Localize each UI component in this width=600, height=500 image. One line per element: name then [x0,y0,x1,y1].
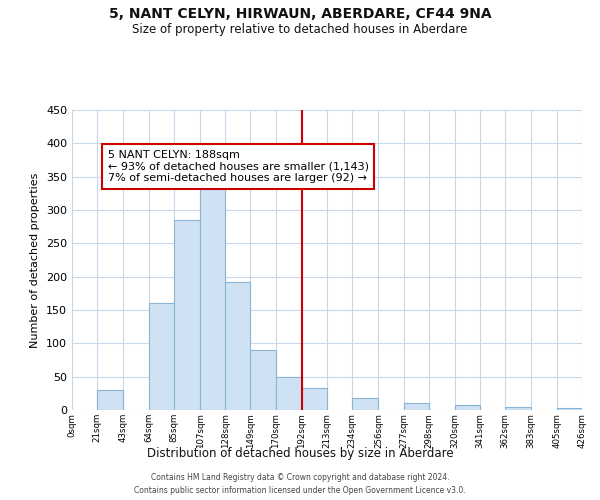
Bar [302,388,327,410]
Text: 5, NANT CELYN, HIRWAUN, ABERDARE, CF44 9NA: 5, NANT CELYN, HIRWAUN, ABERDARE, CF44 9… [109,8,491,22]
Bar [455,406,480,410]
Bar [352,398,379,410]
Bar [250,350,275,410]
Bar [200,176,225,410]
Text: 5 NANT CELYN: 188sqm
← 93% of detached houses are smaller (1,143)
7% of semi-det: 5 NANT CELYN: 188sqm ← 93% of detached h… [108,150,369,183]
Bar [174,220,200,410]
Text: Distribution of detached houses by size in Aberdare: Distribution of detached houses by size … [146,448,454,460]
Bar [404,402,429,410]
Text: Contains public sector information licensed under the Open Government Licence v3: Contains public sector information licen… [134,486,466,495]
Y-axis label: Number of detached properties: Number of detached properties [31,172,40,348]
Bar [505,406,530,410]
Bar [275,376,302,410]
Text: Contains HM Land Registry data © Crown copyright and database right 2024.: Contains HM Land Registry data © Crown c… [151,472,449,482]
Bar [557,408,582,410]
Bar [225,282,250,410]
Bar [149,304,174,410]
Text: Size of property relative to detached houses in Aberdare: Size of property relative to detached ho… [133,22,467,36]
Bar [97,390,124,410]
